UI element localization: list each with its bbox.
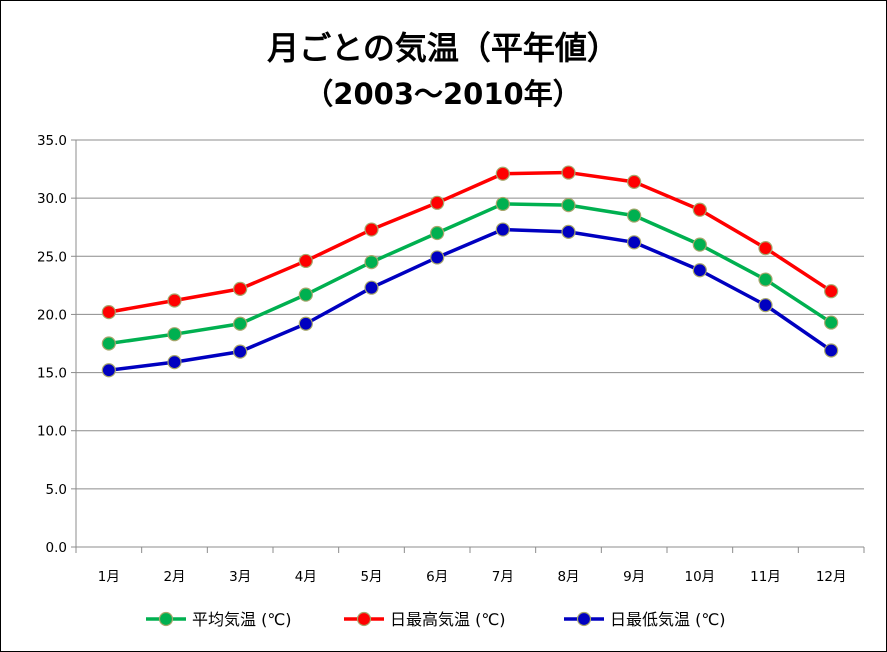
data-point — [298, 253, 313, 269]
x-tick-label: 10月 — [684, 569, 715, 585]
legend: 平均気温 (℃) 日最高気温 (℃) 日最低気温 (℃) — [146, 610, 726, 629]
data-point — [627, 174, 642, 189]
data-point — [101, 336, 116, 351]
y-tick-label: 35.0 — [37, 133, 67, 149]
y-tick-label: 20.0 — [37, 307, 67, 323]
legend-swatch-marker — [356, 611, 372, 627]
data-point — [692, 263, 707, 278]
data-point — [364, 280, 379, 295]
y-tick-label: 25.0 — [37, 249, 67, 265]
data-point — [101, 305, 116, 320]
x-tick-label: 5月 — [360, 569, 382, 585]
data-point — [561, 198, 576, 213]
legend-label: 平均気温 (℃) — [192, 610, 292, 629]
axis-layer: 0.0 5.0 10.0 15.0 20.0 25.0 30.0 35.0 1月 2月 3月 4月 5月… — [37, 133, 865, 585]
y-tick-label: 10.0 — [37, 424, 67, 440]
x-tick-label: 4月 — [295, 569, 317, 585]
series-0 — [101, 196, 839, 351]
data-point — [233, 344, 248, 359]
data-point — [692, 202, 707, 217]
data-point — [758, 298, 773, 313]
data-point — [627, 208, 642, 223]
data-point — [824, 343, 839, 358]
y-tick-label: 0.0 — [46, 540, 67, 556]
x-tick-label: 7月 — [492, 569, 514, 585]
chart-title: 月ごとの気温（平年値） — [267, 29, 619, 67]
data-point — [430, 225, 445, 241]
data-point — [758, 272, 773, 287]
y-tick-label: 15.0 — [37, 366, 67, 382]
legend-item: 日最低気温 (℃) — [564, 610, 726, 629]
legend-item: 平均気温 (℃) — [146, 610, 292, 629]
data-point — [824, 315, 839, 330]
data-point — [430, 250, 445, 265]
data-point — [430, 195, 445, 210]
legend-label: 日最低気温 (℃) — [610, 610, 726, 629]
x-tick-label: 2月 — [163, 569, 185, 585]
x-tick-label: 11月 — [750, 569, 781, 585]
legend-swatch-marker — [158, 611, 174, 627]
data-point — [233, 316, 248, 331]
data-point — [298, 316, 313, 331]
x-tick-label: 8月 — [557, 569, 579, 585]
data-point — [364, 222, 379, 237]
series-2 — [101, 222, 839, 378]
y-tick-label: 5.0 — [46, 482, 67, 498]
data-point — [692, 237, 707, 252]
legend-swatch-marker — [576, 611, 592, 627]
data-point — [101, 363, 116, 378]
data-point — [495, 196, 510, 212]
data-point — [233, 281, 248, 296]
data-point — [495, 222, 510, 237]
data-point — [758, 241, 773, 256]
series-line — [108, 227, 833, 372]
data-point — [627, 235, 642, 250]
series-line — [108, 170, 833, 314]
legend-label: 日最高気温 (℃) — [390, 610, 506, 629]
grid-layer — [76, 139, 864, 490]
data-point — [167, 327, 182, 342]
series-line — [108, 202, 833, 346]
x-tick-label: 6月 — [426, 569, 448, 585]
data-point — [824, 284, 839, 299]
data-point — [561, 224, 576, 239]
data-point — [167, 355, 182, 370]
x-tick-label: 1月 — [98, 569, 120, 585]
data-point — [364, 255, 379, 270]
data-point — [495, 166, 510, 181]
legend-item: 日最高気温 (℃) — [344, 610, 506, 629]
x-tick-label: 9月 — [623, 569, 645, 585]
y-tick-label: 30.0 — [37, 191, 67, 207]
x-tick-label: 12月 — [816, 569, 847, 585]
x-tick-label: 3月 — [229, 569, 251, 585]
data-point — [561, 165, 576, 180]
series-1 — [101, 165, 839, 320]
data-point — [167, 293, 182, 308]
series-layer — [101, 165, 839, 378]
data-point — [298, 287, 313, 302]
chart-subtitle: （2003～2010年） — [304, 77, 581, 111]
